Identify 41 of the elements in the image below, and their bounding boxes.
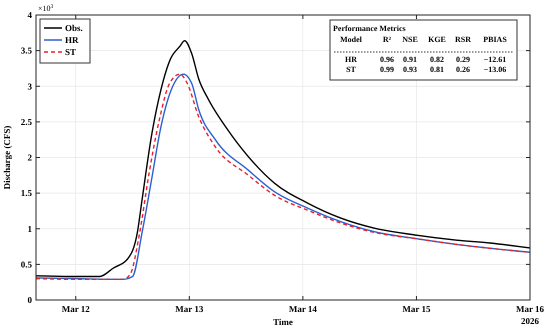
text: ×10$^{3}$ [38,4,54,13]
annotation: HR [345,55,358,64]
y-tick-label: 2 [28,152,32,162]
annotation: Model [340,35,363,44]
annotation: Performance Metrics [333,24,406,33]
annotation: 0.91 [403,55,417,64]
line-series [35,73,531,280]
annotation: 0.99 [380,65,394,74]
y-tick-label: 1.5 [20,188,32,198]
y-tick-label: 0 [28,295,32,305]
annotation: 0.29 [456,55,470,64]
y-tick-label: 0.5 [20,259,32,270]
y-tick-label: 3 [28,81,32,92]
annotation: −13.06 [484,65,506,74]
legend-label: Obs. [65,23,83,33]
annotation: PBIAS [483,35,508,44]
y-tick-label: 1 [28,224,32,234]
annotation: R² [382,35,392,44]
text: 2026 [521,316,540,326]
y-axis-title: Discharge (CFS) [2,126,12,190]
annotation: 0.26 [456,65,470,74]
annotation: KGE [428,35,446,44]
y-tick-label: 4 [28,10,32,20]
x-tick-label: Mar 12 [62,304,90,314]
annotation: −12.61 [484,55,506,64]
y-tick-label: 2.5 [20,116,32,127]
x-axis-title: Time [273,317,293,327]
legend-label: HR [65,35,79,45]
annotation: 0.82 [430,55,444,64]
annotation: NSE [402,35,418,44]
legend-label: ST [65,47,76,57]
annotation: 0.96 [380,55,394,64]
y-tick-label: 3.5 [20,46,32,56]
annotation: 0.81 [430,65,444,74]
x-tick-label: Mar 15 [402,304,431,314]
x-tick-label: Mar 16 [516,304,545,314]
annotation: ST [346,65,357,74]
annotation: RSR [454,35,472,44]
x-tick-label: Mar 14 [288,304,318,314]
annotation: 0.93 [403,65,417,74]
x-tick-label: Mar 13 [175,304,204,314]
